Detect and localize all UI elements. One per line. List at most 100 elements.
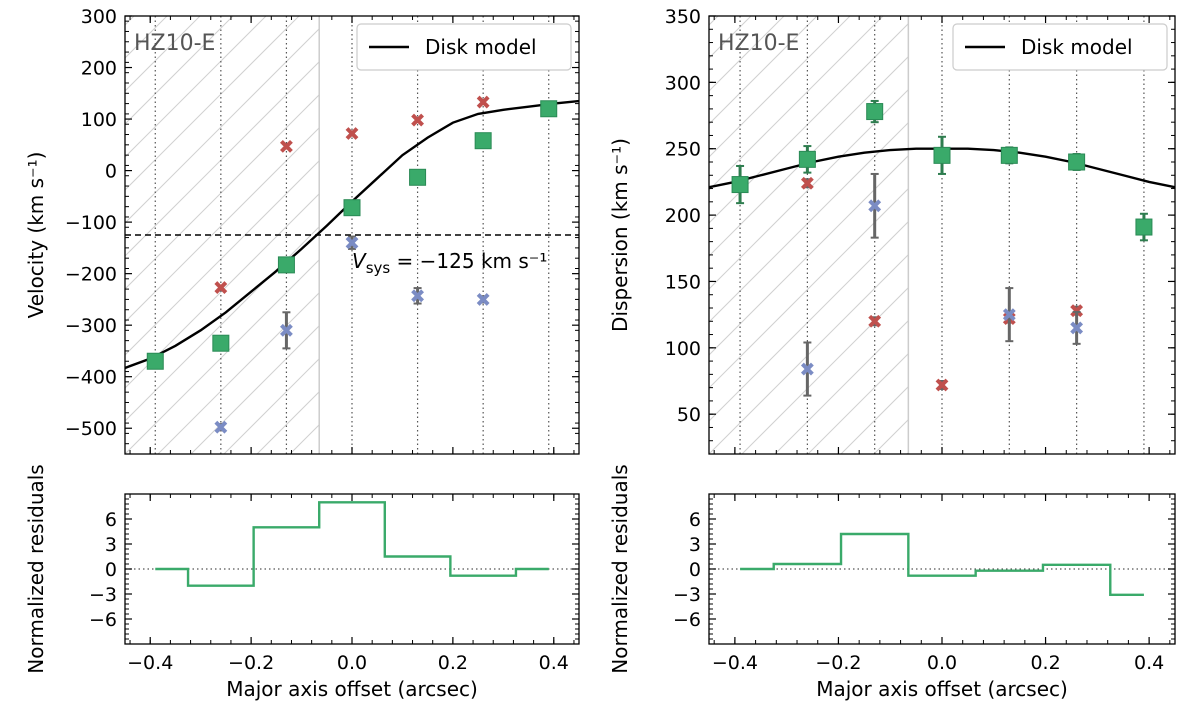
hatch-line [190, 325, 320, 454]
data-point-square [146, 352, 164, 370]
data-point-x [280, 323, 293, 337]
data-point-square [343, 199, 361, 217]
hatch-line [774, 319, 909, 454]
hatch-line [125, 127, 320, 323]
y-tick-label: 150 [665, 271, 701, 293]
data-point-square [798, 150, 816, 168]
data-point-square [474, 132, 492, 150]
data-point-x [1070, 304, 1084, 318]
hatch-line [884, 16, 1200, 454]
data-point-x [800, 362, 814, 376]
y-axis-label: Velocity (km s⁻¹) [24, 152, 48, 319]
masked-region-hatch [709, 16, 1200, 454]
systemic-velocity-label: Vsys = −125 km s⁻¹ [352, 249, 547, 277]
velocity-panel: Vsys = −125 km s⁻¹ −500 −400 −300 −200 −100 0 1… [24, 6, 1200, 455]
systemic-velocity-subscript: sys [366, 259, 391, 277]
data-point-square [409, 168, 427, 186]
y-tick-label: 100 [665, 338, 701, 360]
x-tick-label: 0.2 [1030, 652, 1060, 674]
data-point-x [214, 420, 228, 434]
data-point-x [214, 281, 228, 294]
y-tick-label: −200 [65, 264, 117, 286]
velocity-plot-area [125, 16, 1200, 454]
hatch-line [709, 16, 818, 125]
x-axis-label: Major axis offset (arcsec) [816, 677, 1068, 701]
y-tick-label: −3 [673, 584, 701, 606]
hatch-line [917, 16, 1200, 454]
legend-label: Disk model [1021, 35, 1133, 59]
x-tick-label: −0.2 [815, 652, 861, 674]
data-point-x [1070, 321, 1084, 335]
data-point-x [345, 127, 359, 140]
hatch-line [950, 16, 1200, 454]
hatch-line [488, 16, 926, 454]
legend-box [952, 23, 1168, 71]
data-point-square [1068, 153, 1086, 171]
data-point-square [866, 103, 884, 121]
data-point-square [933, 146, 951, 164]
hatch-line [125, 16, 267, 158]
hatch-line [709, 22, 909, 224]
y-axis-label: Dispersion (km s⁻¹) [608, 138, 632, 332]
y-tick-label: 0 [105, 559, 117, 581]
hatch-line [157, 292, 320, 454]
y-tick-label: −400 [65, 367, 117, 389]
y-tick-label: −6 [673, 609, 701, 631]
hatch-line [223, 358, 320, 454]
x-tick-label: 0.0 [337, 652, 367, 674]
x-tick-label: 0.0 [927, 652, 957, 674]
legend: Disk model [356, 23, 572, 71]
hatch-line [709, 121, 909, 323]
data-point-x [476, 95, 490, 109]
y-tick-label: 200 [81, 58, 117, 80]
x-tick-label: 0.4 [1134, 652, 1164, 674]
hatch-line [1105, 16, 1200, 454]
x-axis-label: Major axis offset (arcsec) [226, 677, 478, 701]
y-tick-label: 50 [677, 404, 701, 426]
data-point-square [1000, 146, 1018, 164]
hatch-line [125, 16, 234, 125]
hatch-line [973, 16, 1200, 454]
hatch-line [709, 55, 909, 257]
data-point-square [277, 256, 295, 274]
dispersion-residuals-panel: −6 −3 0 3 6 −0.4 −0.2 0.0 0.2 0.4 Major axis offse… [608, 464, 1176, 701]
data-point-x [868, 199, 882, 213]
hatch-line [709, 253, 909, 454]
series-observed [731, 99, 1153, 242]
hatch-line [1006, 16, 1200, 454]
x-tick-label: −0.4 [127, 652, 173, 674]
hatch-line [709, 16, 851, 158]
data-point-x [411, 113, 424, 127]
legend: Disk model [952, 23, 1168, 71]
systemic-velocity-symbol: V [352, 249, 367, 273]
hatch-line [709, 16, 884, 191]
dispersion-plot-area [709, 16, 1200, 454]
data-point-x [476, 292, 490, 306]
systemic-velocity-value: = −125 km s⁻¹ [390, 249, 547, 273]
series-component-b [800, 172, 1084, 397]
series-observed [146, 100, 558, 370]
hatch-line [983, 16, 1200, 454]
y-tick-label: 300 [665, 72, 701, 94]
data-point-square [1135, 218, 1153, 236]
hatch-line [906, 451, 909, 454]
hatch-line [125, 16, 300, 191]
x-tick-label: −0.2 [228, 652, 274, 674]
y-tick-label: 100 [81, 109, 117, 131]
y-tick-label: −100 [65, 212, 117, 234]
data-point-x [868, 314, 882, 328]
data-point-x [800, 176, 814, 190]
y-tick-label: −6 [89, 609, 117, 631]
y-tick-label: 300 [81, 6, 117, 28]
residual-step-line [740, 532, 1144, 597]
hatch-line [1049, 16, 1200, 454]
hatch-line [940, 16, 1200, 454]
legend-box [356, 23, 572, 71]
data-point-x [935, 378, 949, 392]
x-tick-label: −0.4 [712, 652, 758, 674]
velocity-residuals-panel: −6 −3 0 3 6 −0.4 −0.2 0.0 0.2 0.4 Major axis offse… [24, 464, 580, 701]
hatch-line [709, 220, 909, 422]
dispersion-panel: 50 100 150 200 250 300 350 Dispersion (km s⁻¹) H… [608, 6, 1200, 455]
series-component-b [214, 235, 490, 434]
